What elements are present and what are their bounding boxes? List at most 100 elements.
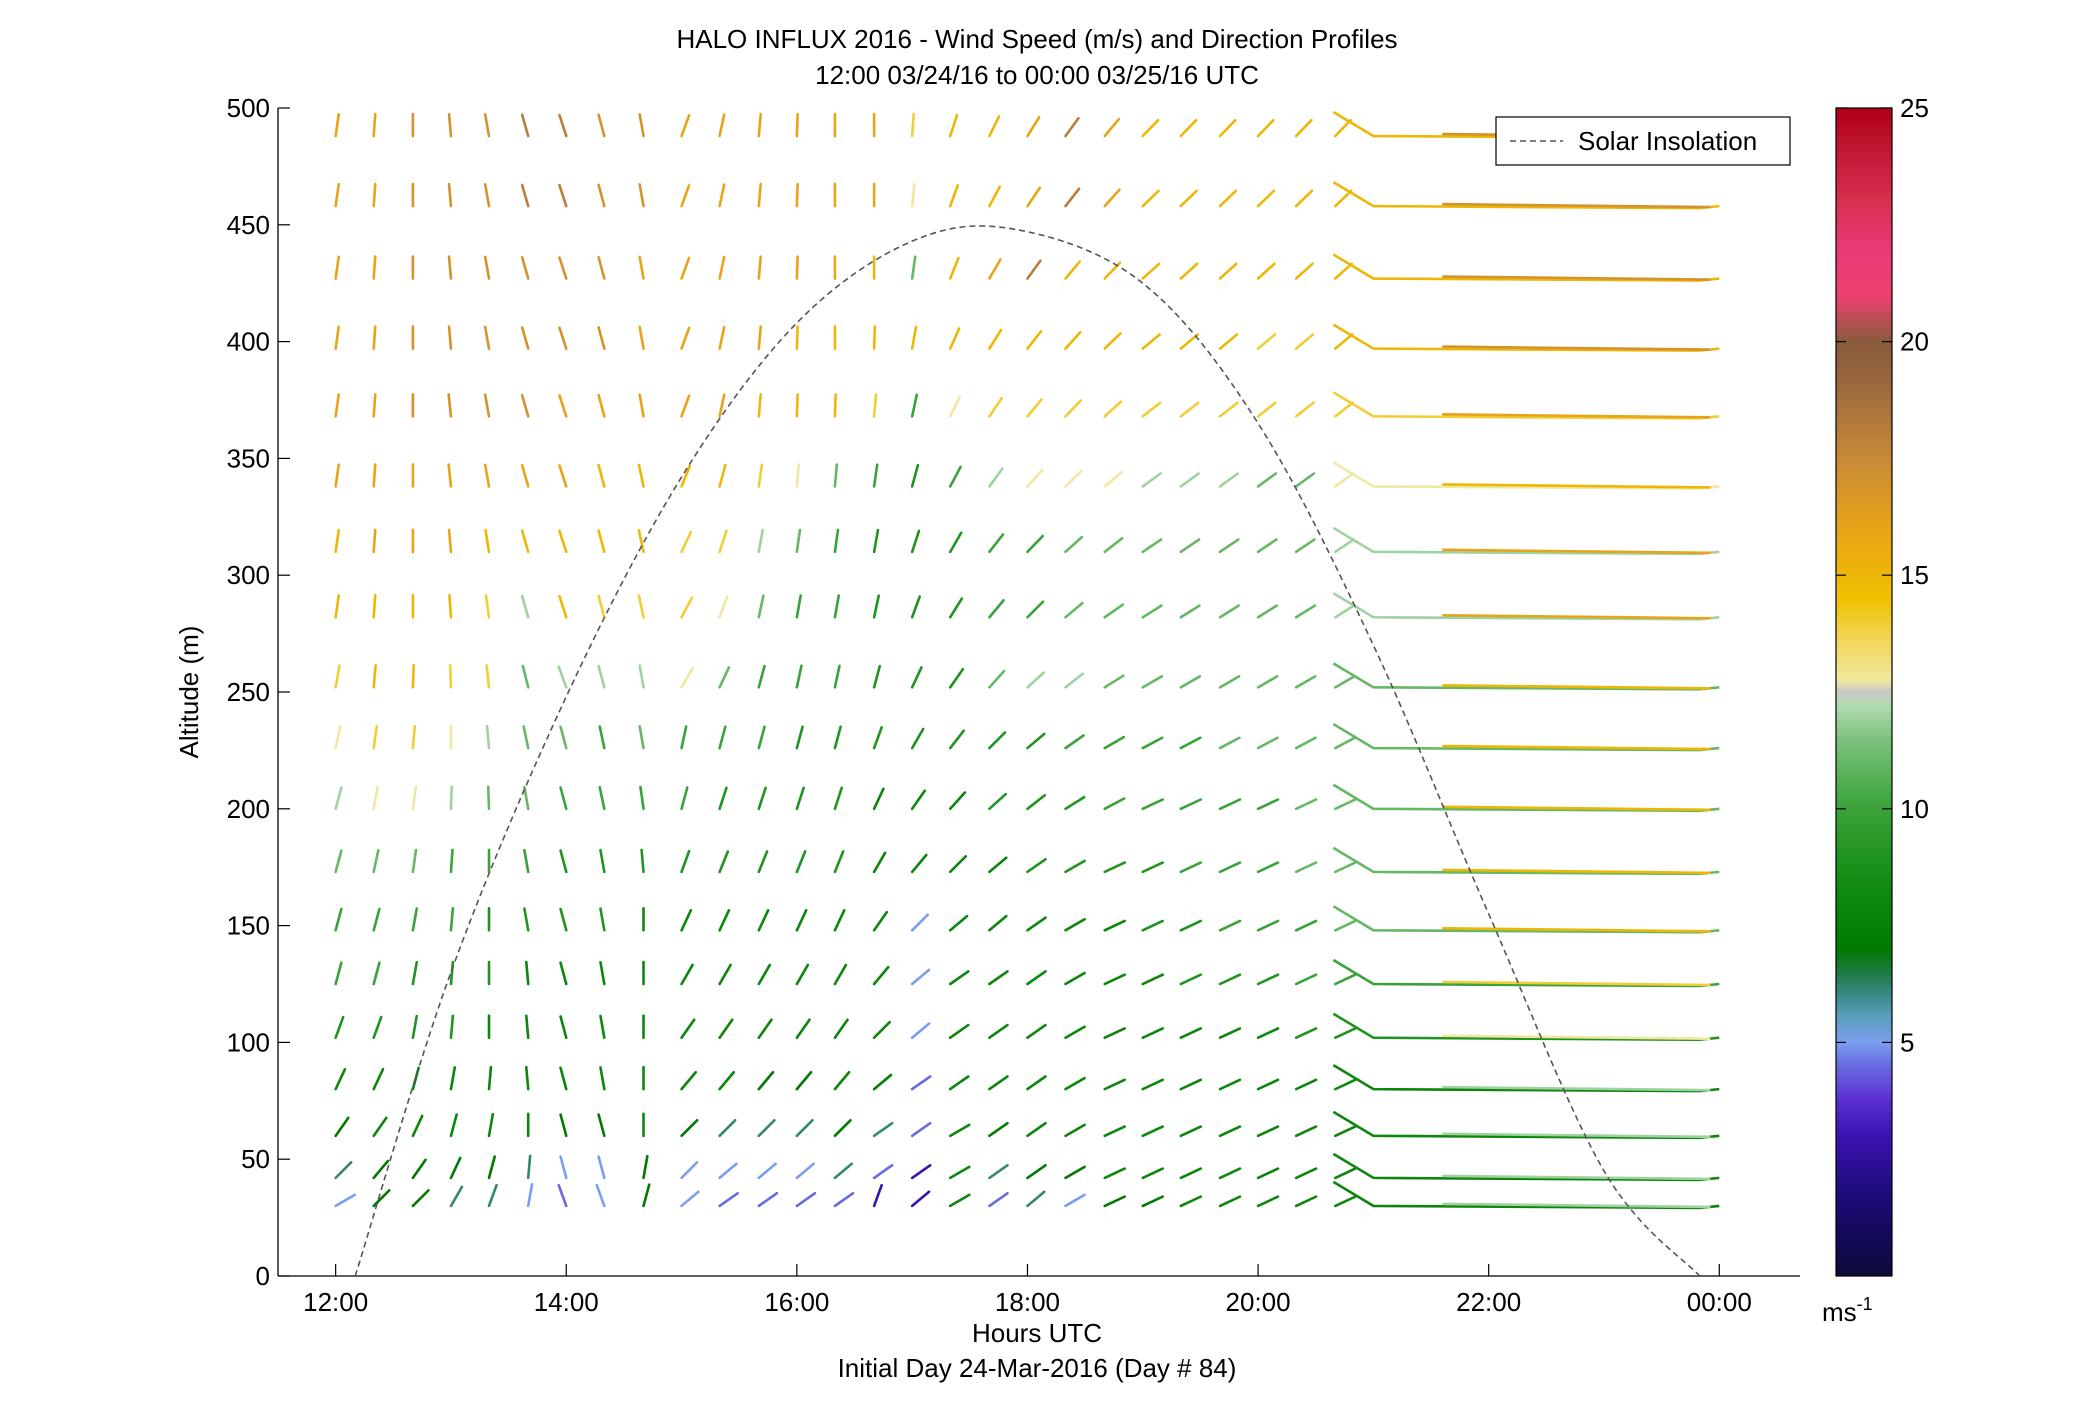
wind-barb [1218,472,1240,488]
wind-barb [948,1165,971,1180]
wind-barb [795,393,799,418]
wind-barb [559,1155,568,1180]
wind-barb [638,664,645,689]
wind-barb [1064,795,1086,811]
wind-barb [910,1190,931,1208]
wind-barb [1103,188,1121,208]
wind-barb [1064,1165,1086,1180]
wind-barb [872,528,880,554]
wind-barb [372,849,380,874]
y-tick-label: 450 [227,210,270,240]
wind-barb [483,183,491,208]
wind-barb [718,963,732,986]
wind-barb [1256,262,1276,280]
wind-barb [1141,118,1160,138]
wind-barb [680,464,692,488]
x-axis-ticks: 12:00 14:00 16:00 18:00 20:00 22:00 00:00 [303,1264,1752,1317]
wind-barb [757,112,763,138]
wind-barb [334,183,341,208]
wind-barb [1026,1075,1047,1091]
wind-barb [487,1112,495,1138]
wind-barb [910,853,928,874]
wind-barb [833,963,848,986]
wind-barb [795,1192,817,1208]
wind-barb [334,786,343,811]
wind-barb [795,1018,811,1040]
wind-barb [948,855,968,874]
wind-barb [718,1192,739,1208]
wind-barb [447,255,453,280]
wind-barb [411,1014,419,1040]
wind-barb [372,961,381,986]
wind-barb [1256,1167,1280,1180]
wind-barb [757,255,763,280]
wind-barb [557,665,568,689]
wind-barb [372,594,377,619]
wind-barb-late [1442,1202,1711,1209]
wind-barb [372,724,379,750]
wind-barb [1141,333,1161,350]
wind-barb [1218,861,1242,874]
wind-barb [1141,1195,1165,1208]
wind-barb [910,913,930,932]
wind-barb [910,1075,932,1091]
wind-barb [680,114,691,138]
y-tick-label: 100 [227,1027,270,1057]
wind-barb [1026,857,1047,874]
wind-barb [757,463,764,488]
wind-barb-late [1442,548,1711,555]
wind-barb [524,1065,530,1091]
wind-barb [559,1015,568,1040]
wind-barb [1179,1125,1203,1138]
wind-barb [795,182,799,208]
wind-barb [757,1070,775,1091]
wind-barb [718,850,730,874]
wind-barb [483,255,491,280]
wind-barb [1064,399,1083,418]
wind-barb [559,786,568,811]
wind-barb [680,1161,699,1180]
wind-barb [1179,1167,1203,1180]
wind-barb [1103,1167,1126,1180]
wind-barb [718,666,731,689]
wind-barb [872,594,880,619]
wind-barb [1064,971,1086,986]
wind-barb [1179,189,1198,208]
wind-barb [795,1070,813,1091]
wind-barb [334,725,342,750]
wind-barb [1179,1078,1203,1091]
wind-barb [558,529,568,554]
wind-barb [1256,189,1276,208]
wind-barb [910,529,921,554]
wind-barb [1026,671,1046,689]
wind-barb [1026,970,1047,986]
wind-barb [1334,262,1353,280]
wind-barb [411,1189,430,1208]
wind-barb [872,664,882,689]
wind-barb [483,463,491,488]
wind-barb [680,326,691,350]
x-tick-label: 14:00 [534,1287,599,1317]
wind-barb [757,664,766,689]
wind-barb [638,113,645,138]
wind-barb [1064,1025,1086,1040]
wind-barb [718,725,727,750]
x-tick-label: 00:00 [1687,1287,1752,1317]
wind-barb [757,909,770,932]
wind-barb [372,528,377,554]
wind-barb [872,1121,894,1138]
wind-barb [597,1155,606,1180]
wind-barb [872,1163,894,1180]
wind-barb [411,1114,424,1138]
wind-barb [1103,973,1126,986]
wind-barb [1256,333,1277,350]
x-axis-sublabel: Initial Day 24-Mar-2016 (Day # 84) [838,1353,1237,1383]
wind-barb [1334,118,1352,138]
wind-barb [1026,398,1043,418]
wind-barb [483,393,491,418]
y-tick-label: 400 [227,327,270,357]
wind-barb [1103,470,1123,488]
wind-barb [334,849,343,874]
wind-barb-late [1442,868,1711,875]
wind-barb [757,325,763,350]
